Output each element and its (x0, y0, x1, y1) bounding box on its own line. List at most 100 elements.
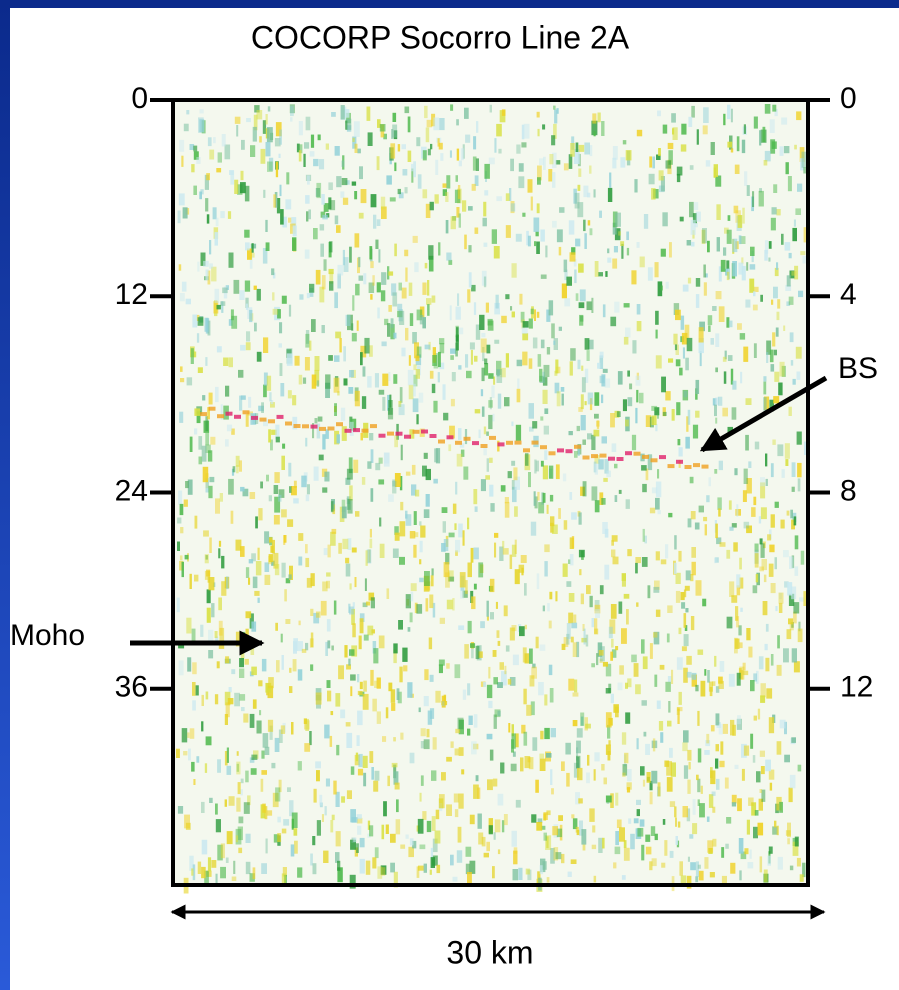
seismic-texture (577, 767, 583, 781)
seismic-texture (195, 685, 199, 696)
seismic-texture (753, 715, 757, 721)
seismic-texture (367, 376, 372, 388)
seismic-texture (726, 817, 732, 824)
seismic-texture (231, 876, 237, 881)
seismic-texture (603, 477, 608, 482)
seismic-texture (349, 421, 354, 436)
seismic-texture (777, 635, 780, 649)
seismic-texture (596, 420, 600, 427)
seismic-texture (357, 768, 364, 776)
seismic-texture (221, 555, 225, 569)
seismic-texture (442, 384, 446, 400)
seismic-texture (379, 517, 382, 527)
seismic-texture (301, 475, 307, 488)
seismic-texture (519, 626, 525, 637)
seismic-texture (408, 384, 414, 400)
seismic-texture (652, 738, 656, 752)
seismic-texture (515, 733, 519, 748)
seismic-texture (341, 506, 347, 519)
seismic-texture (454, 748, 459, 756)
seismic-texture (396, 688, 400, 700)
seismic-texture (542, 605, 545, 612)
seismic-texture (591, 297, 594, 313)
seismic-texture (394, 243, 397, 257)
seismic-texture (179, 555, 183, 561)
seismic-texture (692, 424, 699, 439)
seismic-texture (245, 770, 249, 783)
seismic-texture (448, 259, 453, 265)
seismic-texture (337, 273, 341, 289)
seismic-texture (201, 694, 204, 706)
seismic-texture (411, 484, 417, 496)
seismic-texture (439, 362, 445, 370)
seismic-texture (681, 123, 687, 135)
seismic-texture (480, 444, 488, 448)
seismic-texture (776, 209, 781, 216)
seismic-texture (250, 644, 255, 655)
seismic-texture (779, 361, 785, 377)
seismic-texture (425, 203, 431, 218)
seismic-texture (583, 185, 589, 198)
seismic-texture (454, 809, 459, 818)
seismic-texture (795, 346, 802, 359)
seismic-texture (217, 152, 222, 163)
seismic-texture (636, 321, 642, 332)
seismic-texture (755, 574, 759, 583)
seismic-texture (338, 542, 342, 554)
seismic-texture (279, 363, 283, 376)
seismic-texture (732, 238, 738, 253)
seismic-texture (658, 721, 664, 731)
seismic-texture (274, 564, 280, 576)
seismic-texture (267, 161, 273, 172)
seismic-texture (375, 239, 379, 249)
seismic-texture (473, 489, 478, 505)
seismic-texture (537, 491, 540, 501)
seismic-texture (236, 761, 241, 775)
seismic-texture (429, 370, 434, 379)
seismic-texture (470, 349, 473, 365)
seismic-texture (606, 470, 611, 478)
seismic-texture (216, 304, 221, 310)
title: COCORP Socorro Line 2A (251, 19, 630, 55)
seismic-texture (594, 618, 598, 634)
seismic-texture (740, 851, 747, 860)
seismic-texture (789, 774, 796, 789)
seismic-texture (654, 833, 658, 841)
seismic-texture (292, 237, 297, 251)
seismic-texture (187, 657, 192, 672)
bs-label: BS (838, 352, 878, 385)
seismic-texture (455, 342, 458, 357)
seismic-texture (750, 733, 754, 749)
seismic-texture (715, 523, 718, 539)
seismic-texture (722, 356, 727, 362)
seismic-texture (580, 394, 584, 410)
seismic-texture (561, 643, 566, 650)
seismic-texture (478, 429, 481, 439)
seismic-texture (543, 812, 548, 820)
seismic-texture (475, 775, 479, 782)
seismic-texture (193, 185, 197, 195)
seismic-texture (568, 431, 573, 436)
seismic-texture (791, 737, 796, 743)
seismic-texture (528, 403, 534, 419)
seismic-texture (240, 789, 243, 796)
seismic-texture (552, 172, 556, 188)
seismic-texture (202, 466, 209, 483)
seismic-texture (261, 770, 267, 775)
seismic-texture (433, 478, 438, 484)
seismic-texture (386, 175, 392, 185)
seismic-texture (494, 138, 497, 153)
seismic-texture (601, 436, 607, 444)
seismic-texture (552, 826, 558, 836)
seismic-texture (532, 421, 538, 429)
seismic-texture (622, 399, 627, 412)
seismic-texture (362, 693, 369, 710)
seismic-texture (456, 850, 463, 863)
seismic-texture (399, 310, 405, 325)
seismic-texture (614, 228, 621, 241)
seismic-texture (582, 439, 586, 445)
seismic-texture (484, 358, 488, 365)
seismic-texture (770, 463, 774, 478)
seismic-texture (439, 343, 445, 354)
seismic-texture (474, 506, 478, 512)
